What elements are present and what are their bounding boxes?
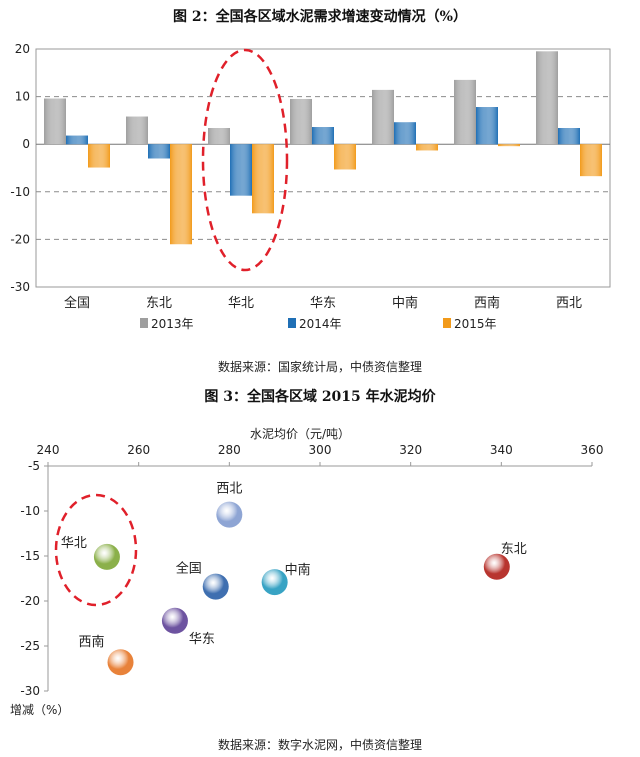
- bar-plot-frame: [35, 48, 611, 288]
- scatter-point: [161, 607, 188, 634]
- scatter-point: [261, 569, 288, 596]
- y-tick-label: -30: [10, 280, 30, 294]
- scatter-chart-x-ticks: 240 260 280 300 320 340 360: [37, 443, 604, 457]
- bar-shade: [44, 98, 66, 145]
- bar-shade: [88, 144, 110, 168]
- category-label: 西南: [474, 295, 500, 311]
- x-tick-label: 320: [399, 443, 422, 457]
- bar-chart-legend: 2013年 2014年 2015年: [140, 317, 497, 331]
- x-tick-label: 300: [309, 443, 332, 457]
- point-label: 西北: [216, 482, 242, 497]
- scatter-chart-grid: [44, 462, 593, 692]
- bar-shade: [334, 144, 356, 170]
- chart1-title: 图 2：全国各区域水泥需求增速变动情况（%）: [173, 9, 467, 25]
- scatter-point: [93, 543, 120, 570]
- bar-shade: [394, 122, 416, 145]
- category-label: 华北: [228, 296, 254, 311]
- legend-swatch: [443, 318, 451, 328]
- y-tick-label: -5: [28, 459, 40, 473]
- category-label: 中南: [392, 295, 418, 311]
- scatter-point: [483, 553, 510, 580]
- x-tick-label: 360: [581, 443, 604, 457]
- y-tick-label: -10: [10, 185, 30, 199]
- y-tick-label: -20: [10, 232, 30, 246]
- x-tick-label: 240: [37, 443, 60, 457]
- point-label: 西南: [79, 634, 105, 650]
- bar-shade: [416, 144, 438, 151]
- bar-shade: [536, 51, 558, 145]
- category-label: 西北: [556, 296, 582, 311]
- bar-shade: [252, 144, 274, 214]
- y-tick-label: 10: [15, 90, 30, 104]
- bar-shade: [148, 144, 170, 159]
- y-tick-label: -30: [20, 684, 40, 698]
- bar-shade: [126, 116, 148, 145]
- legend-label: 2013年: [151, 317, 194, 331]
- category-label: 东北: [146, 296, 172, 311]
- chart2-title: 图 3：全国各区域 2015 年水泥均价: [204, 389, 436, 405]
- highlight-ellipse-huabei: [201, 48, 289, 272]
- scatter-chart-y-ticks: -5 -10 -15 -20 -25 -30: [20, 459, 40, 698]
- bar-chart-categories: 全国 东北 华北 华东 中南 西南 西北: [64, 295, 582, 311]
- y-tick-label: 0: [22, 137, 30, 151]
- point-label: 华东: [189, 632, 215, 647]
- x-tick-label: 280: [218, 443, 241, 457]
- bar-chart: 20 10 0 -10 -20 -30 全国 东北 华北 华东 中南 西南 西北 2013年 2014年…: [10, 42, 611, 331]
- highlight-ellipse-huabei-scatter: [54, 493, 138, 607]
- point-label: 全国: [176, 561, 202, 577]
- y-tick-label: -25: [20, 639, 40, 653]
- chart2-source: 数据来源：数字水泥网，中债资信整理: [217, 738, 422, 752]
- bar-shade: [208, 128, 230, 145]
- legend-swatch: [288, 318, 296, 328]
- bar-shade: [372, 89, 394, 145]
- scatter-y-axis-label: 增减（%）: [10, 703, 69, 717]
- bar-shade: [312, 127, 334, 145]
- chart1-source: 数据来源：国家统计局，中债资信整理: [217, 360, 422, 374]
- bar-shade: [290, 98, 312, 145]
- x-tick-label: 340: [490, 443, 513, 457]
- bar-shade: [170, 144, 192, 245]
- point-label: 中南: [285, 562, 311, 578]
- bar-chart-bars: [44, 51, 602, 245]
- bar-shade: [498, 144, 520, 147]
- bar-shade: [580, 144, 602, 177]
- bar-shade: [558, 128, 580, 145]
- y-tick-label: -10: [20, 504, 40, 518]
- bar-chart-grid: [35, 48, 611, 288]
- bar-shade: [230, 144, 252, 196]
- scatter-point: [107, 649, 134, 676]
- bar-shade: [476, 107, 498, 145]
- y-tick-label: 20: [15, 42, 30, 56]
- legend-label: 2014年: [299, 317, 342, 331]
- y-tick-label: -20: [20, 594, 40, 608]
- legend-swatch: [140, 318, 148, 328]
- point-label: 华北: [61, 536, 87, 551]
- scatter-point: [216, 501, 243, 528]
- bar-shade: [66, 135, 88, 145]
- x-tick-label: 260: [127, 443, 150, 457]
- y-tick-label: -15: [20, 549, 40, 563]
- scatter-x-axis-label: 水泥均价（元/吨）: [250, 427, 350, 441]
- bar-shade: [454, 79, 476, 145]
- point-label: 东北: [501, 542, 527, 557]
- category-label: 华东: [310, 296, 336, 311]
- legend-label: 2015年: [454, 317, 497, 331]
- category-label: 全国: [64, 295, 90, 311]
- bar-chart-y-ticks: 20 10 0 -10 -20 -30: [10, 42, 30, 294]
- scatter-point: [202, 573, 229, 600]
